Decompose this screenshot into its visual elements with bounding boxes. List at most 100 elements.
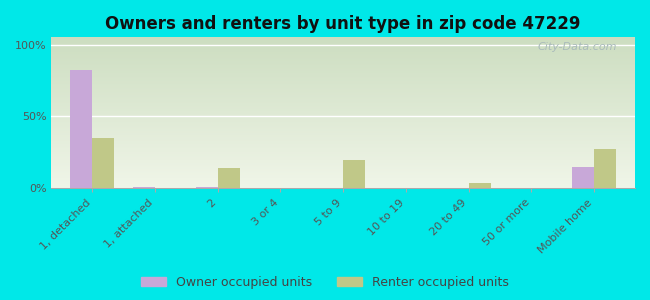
Bar [51, 135, 635, 136]
Bar [51, 167, 635, 168]
Bar [51, 125, 635, 126]
Bar [51, 74, 635, 75]
Bar [51, 168, 635, 169]
Bar [51, 93, 635, 94]
Bar [51, 184, 635, 185]
Bar [51, 71, 635, 72]
Bar [51, 118, 635, 119]
Bar [51, 99, 635, 100]
Bar [51, 100, 635, 101]
Bar [51, 163, 635, 164]
Bar [51, 152, 635, 153]
Bar [51, 85, 635, 86]
Bar [51, 160, 635, 161]
Bar [51, 51, 635, 52]
Bar [51, 57, 635, 58]
Bar [51, 55, 635, 56]
Bar [51, 132, 635, 133]
Bar [51, 141, 635, 142]
Bar [51, 58, 635, 59]
Bar [51, 172, 635, 173]
Bar [51, 151, 635, 152]
Bar [51, 86, 635, 87]
Bar [51, 45, 635, 46]
Bar [51, 110, 635, 111]
Bar [51, 112, 635, 113]
Bar [51, 96, 635, 97]
Bar [51, 121, 635, 122]
Bar [51, 178, 635, 179]
Bar [51, 50, 635, 51]
Bar [51, 53, 635, 54]
Bar [196, 187, 218, 188]
Bar [51, 81, 635, 82]
Bar [51, 41, 635, 42]
Bar [51, 62, 635, 63]
Bar [51, 176, 635, 177]
Bar [133, 187, 155, 188]
Bar [218, 168, 240, 188]
Bar [51, 148, 635, 149]
Bar [51, 66, 635, 67]
Bar [51, 63, 635, 64]
Bar [51, 49, 635, 50]
Bar [51, 46, 635, 47]
Bar [51, 98, 635, 99]
Bar [51, 104, 635, 105]
Bar [51, 40, 635, 41]
Bar [51, 39, 635, 40]
Bar [51, 162, 635, 163]
Bar [51, 147, 635, 148]
Bar [51, 52, 635, 53]
Bar [51, 170, 635, 171]
Bar [51, 109, 635, 110]
Bar [51, 187, 635, 188]
Bar [51, 186, 635, 187]
Bar [51, 150, 635, 151]
Bar [51, 143, 635, 144]
Bar [92, 138, 114, 188]
Bar [51, 78, 635, 79]
Bar [51, 108, 635, 109]
Bar [51, 68, 635, 69]
Bar [51, 65, 635, 66]
Bar [51, 64, 635, 65]
Bar [51, 169, 635, 170]
Bar [51, 95, 635, 96]
Bar [51, 47, 635, 48]
Bar [51, 111, 635, 112]
Bar [51, 185, 635, 186]
Bar [51, 97, 635, 98]
Bar [51, 117, 635, 118]
Bar [51, 89, 635, 90]
Bar [51, 87, 635, 88]
Bar [51, 101, 635, 102]
Bar [51, 79, 635, 80]
Bar [51, 146, 635, 147]
Bar [51, 144, 635, 145]
Bar [51, 113, 635, 114]
Bar [51, 183, 635, 184]
Bar [51, 44, 635, 45]
Bar [51, 140, 635, 141]
Bar [51, 137, 635, 138]
Bar [51, 114, 635, 115]
Bar [51, 159, 635, 160]
Bar [51, 38, 635, 39]
Text: City-Data.com: City-Data.com [538, 42, 617, 52]
Bar [51, 69, 635, 70]
Bar [51, 158, 635, 159]
Bar [51, 60, 635, 61]
Bar [51, 142, 635, 143]
Bar [51, 72, 635, 73]
Bar [51, 84, 635, 85]
Bar [594, 149, 616, 188]
Bar [51, 48, 635, 49]
Bar [51, 161, 635, 162]
Bar [343, 160, 365, 188]
Bar [51, 139, 635, 140]
Bar [51, 91, 635, 92]
Bar [51, 42, 635, 43]
Bar [51, 126, 635, 127]
Bar [51, 156, 635, 157]
